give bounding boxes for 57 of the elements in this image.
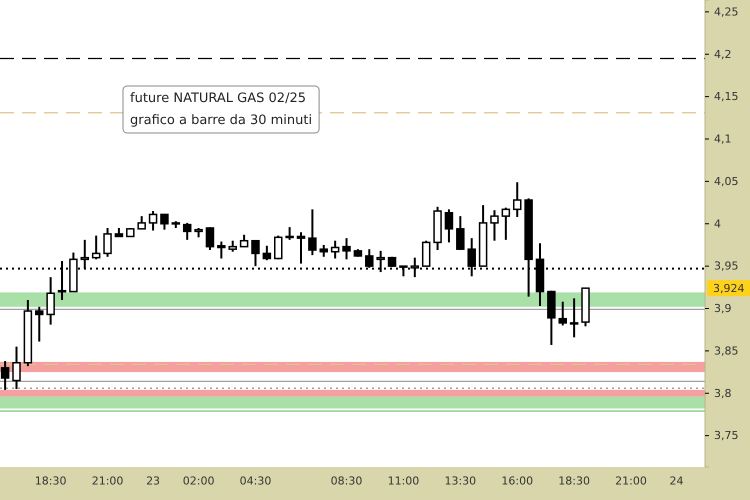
candlestick [12,346,21,390]
x-tick-label: 23 [146,474,160,488]
candlestick [194,226,203,238]
candlestick [285,226,294,241]
candlestick [0,360,10,391]
y-tick-label: 4,05 [714,174,738,188]
candlestick [92,234,100,260]
candlestick [182,222,192,241]
candlestick [308,208,317,256]
candlestick [512,181,522,218]
candlestick [240,234,248,248]
x-tick-label: 11:00 [388,474,420,488]
candlestick [35,306,44,343]
candlestick [160,213,169,231]
y-tick-label: 3,85 [714,344,738,358]
y-tick-label: 4,25 [714,5,738,18]
candlestick [444,208,454,244]
annotation: 3,924 [713,282,744,296]
x-tick-label: 21:00 [92,474,124,488]
y-tick-label: 4 [714,217,721,230]
candlestick [502,206,510,241]
candlestick [206,226,214,252]
y-tick-label: 4,15 [714,90,738,104]
x-tick-label: 08:30 [330,474,362,488]
candlestick [262,244,272,262]
candlestick [137,215,146,230]
candlestick [456,215,465,252]
candlestick [296,231,306,265]
candlestick [228,240,237,253]
x-tick-label: 24 [670,474,684,488]
y-tick-label: 3,75 [714,429,738,442]
candlestick [490,209,499,242]
candlestick [274,234,282,260]
candlestick [320,244,328,258]
text: grafico a barre da 30 minuti [130,113,312,128]
y-tick-label: 4,1 [714,132,732,146]
x-tick-label: 04:30 [240,474,272,488]
x-tick-label: 21:00 [615,474,647,488]
text: future NATURAL GAS 02/25 [130,91,306,106]
candlestick [330,240,340,260]
x-tick-label: 18:30 [558,474,590,488]
x-tick-label: 02:00 [182,474,214,488]
x-tick-label: 18:30 [34,474,66,488]
candlestick [342,237,351,260]
candlestick [570,297,578,338]
candlestick [558,300,567,326]
candlestick [251,240,260,268]
candlestick [148,210,158,232]
candlestick [103,226,112,258]
y-tick-label: 3,9 [714,302,732,316]
y-tick-label: 3,95 [714,260,738,273]
y-tick-label: 3,8 [714,386,732,400]
x-tick-label: 13:30 [444,474,476,488]
candlestick [46,276,55,326]
y-tick-label: 4,2 [714,48,732,61]
x-tick-label: 16:00 [501,474,534,488]
candlestick [217,240,226,260]
